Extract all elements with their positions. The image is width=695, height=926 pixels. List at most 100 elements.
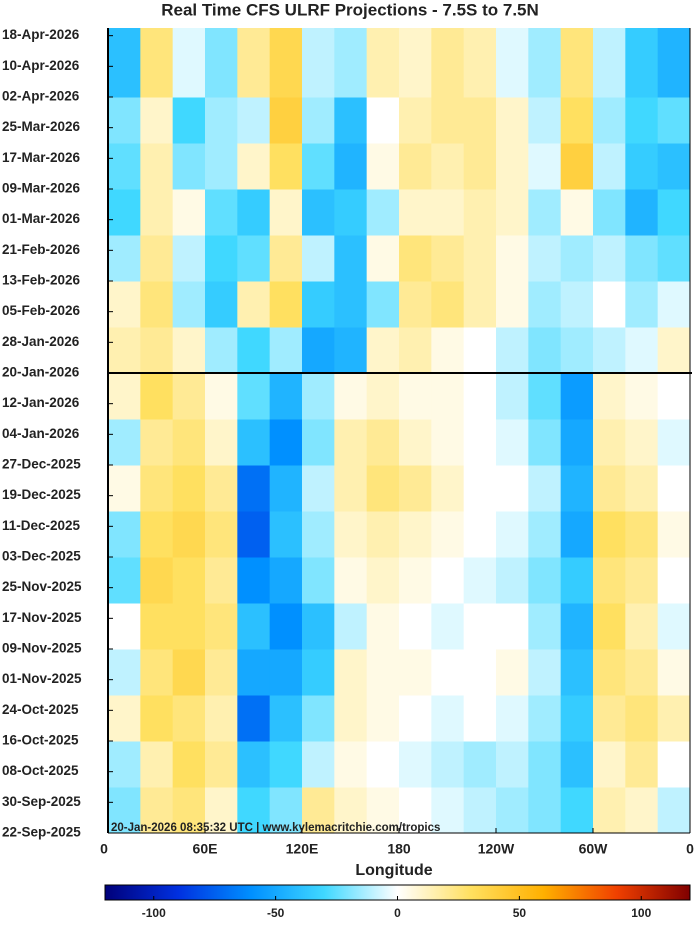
- heatmap-cell: [496, 143, 529, 190]
- heatmap-cell: [593, 741, 626, 788]
- heatmap-cell: [528, 603, 562, 650]
- heatmap-cell: [366, 741, 400, 788]
- heatmap-cell: [625, 649, 659, 696]
- heatmap-cell: [334, 373, 368, 420]
- heatmap-cell: [657, 649, 691, 696]
- heatmap-cell: [399, 28, 432, 98]
- heatmap-cell: [593, 97, 626, 144]
- heatmap-cell: [560, 465, 594, 512]
- heatmap-cell: [593, 603, 626, 650]
- heatmap-cell: [560, 511, 594, 558]
- heatmap-cell: [463, 603, 497, 650]
- heatmap-cell: [269, 787, 303, 834]
- heatmap-cell: [657, 28, 691, 98]
- heatmap-cell: [560, 557, 594, 604]
- heatmap-cell: [625, 603, 659, 650]
- y-tick-label: 01-Nov-2025: [2, 671, 82, 686]
- heatmap-cell: [108, 603, 141, 650]
- heatmap-cell: [657, 557, 691, 604]
- heatmap-cell: [334, 787, 368, 834]
- y-tick-label: 16-Oct-2025: [2, 733, 79, 748]
- heatmap-cell: [366, 465, 400, 512]
- heatmap-cell: [108, 511, 141, 558]
- heatmap-cell: [593, 143, 626, 190]
- heatmap-cell: [625, 787, 659, 834]
- heatmap-cell: [140, 281, 174, 328]
- heatmap-cell: [657, 603, 691, 650]
- heatmap-cell: [302, 189, 335, 236]
- colorbar-tick-label: -50: [267, 906, 285, 920]
- heatmap-cell: [657, 511, 691, 558]
- heatmap-cell: [269, 511, 303, 558]
- heatmap-cell: [108, 695, 141, 742]
- heatmap-cell: [140, 143, 174, 190]
- heatmap-cell: [205, 235, 238, 282]
- heatmap-cell: [528, 189, 562, 236]
- heatmap-cell: [399, 97, 432, 144]
- heatmap-cell: [560, 741, 594, 788]
- heatmap-cell: [334, 419, 368, 466]
- heatmap-cell: [108, 741, 141, 788]
- heatmap-cell: [302, 143, 335, 190]
- heatmap-cell: [302, 373, 335, 420]
- y-tick-label: 25-Nov-2025: [2, 579, 82, 594]
- heatmap-cell: [625, 235, 659, 282]
- heatmap-cell: [302, 281, 335, 328]
- heatmap-cell: [140, 557, 174, 604]
- heatmap-cell: [560, 235, 594, 282]
- heatmap-cell: [302, 419, 335, 466]
- heatmap-cell: [237, 97, 271, 144]
- heatmap-cell: [237, 511, 271, 558]
- heatmap-cell: [140, 28, 174, 98]
- heatmap-cell: [496, 97, 529, 144]
- heatmap-cell: [431, 511, 465, 558]
- heatmap-cell: [334, 189, 368, 236]
- heatmap-cell: [140, 603, 174, 650]
- heatmap-cell: [399, 787, 432, 834]
- heatmap-cell: [237, 465, 271, 512]
- heatmap-cell: [334, 603, 368, 650]
- heatmap-cell: [399, 511, 432, 558]
- heatmap-cell: [625, 465, 659, 512]
- heatmap-cell: [431, 97, 465, 144]
- y-tick-label: 22-Sep-2025: [2, 825, 81, 840]
- heatmap-cell: [528, 327, 562, 374]
- x-tick-label: 0: [686, 841, 694, 857]
- heatmap-cell: [399, 327, 432, 374]
- heatmap-cell: [496, 28, 529, 98]
- heatmap-cell: [399, 557, 432, 604]
- heatmap-cell: [172, 419, 206, 466]
- heatmap-cell: [496, 235, 529, 282]
- heatmap-cell: [399, 143, 432, 190]
- heatmap-cell: [366, 557, 400, 604]
- heatmap-cell: [399, 465, 432, 512]
- heatmap-cell: [172, 143, 206, 190]
- y-tick-label: 12-Jan-2026: [2, 395, 80, 410]
- heatmap-cell: [463, 281, 497, 328]
- heatmap-cell: [366, 143, 400, 190]
- heatmap: [108, 28, 691, 834]
- heatmap-cell: [593, 787, 626, 834]
- heatmap-cell: [302, 235, 335, 282]
- heatmap-cell: [625, 189, 659, 236]
- heatmap-cell: [237, 281, 271, 328]
- heatmap-cell: [140, 649, 174, 696]
- heatmap-cell: [269, 235, 303, 282]
- heatmap-cell: [205, 511, 238, 558]
- heatmap-cell: [269, 695, 303, 742]
- heatmap-cell: [431, 327, 465, 374]
- heatmap-cell: [657, 235, 691, 282]
- heatmap-cell: [237, 787, 271, 834]
- heatmap-cell: [366, 373, 400, 420]
- heatmap-cell: [172, 189, 206, 236]
- heatmap-cell: [528, 143, 562, 190]
- heatmap-cell: [302, 511, 335, 558]
- heatmap-cell: [560, 787, 594, 834]
- heatmap-cell: [108, 419, 141, 466]
- heatmap-cell: [366, 235, 400, 282]
- x-tick-label: 180: [387, 841, 411, 857]
- heatmap-cell: [302, 787, 335, 834]
- heatmap-cell: [657, 465, 691, 512]
- heatmap-cell: [205, 143, 238, 190]
- x-tick-label: 60E: [193, 841, 218, 857]
